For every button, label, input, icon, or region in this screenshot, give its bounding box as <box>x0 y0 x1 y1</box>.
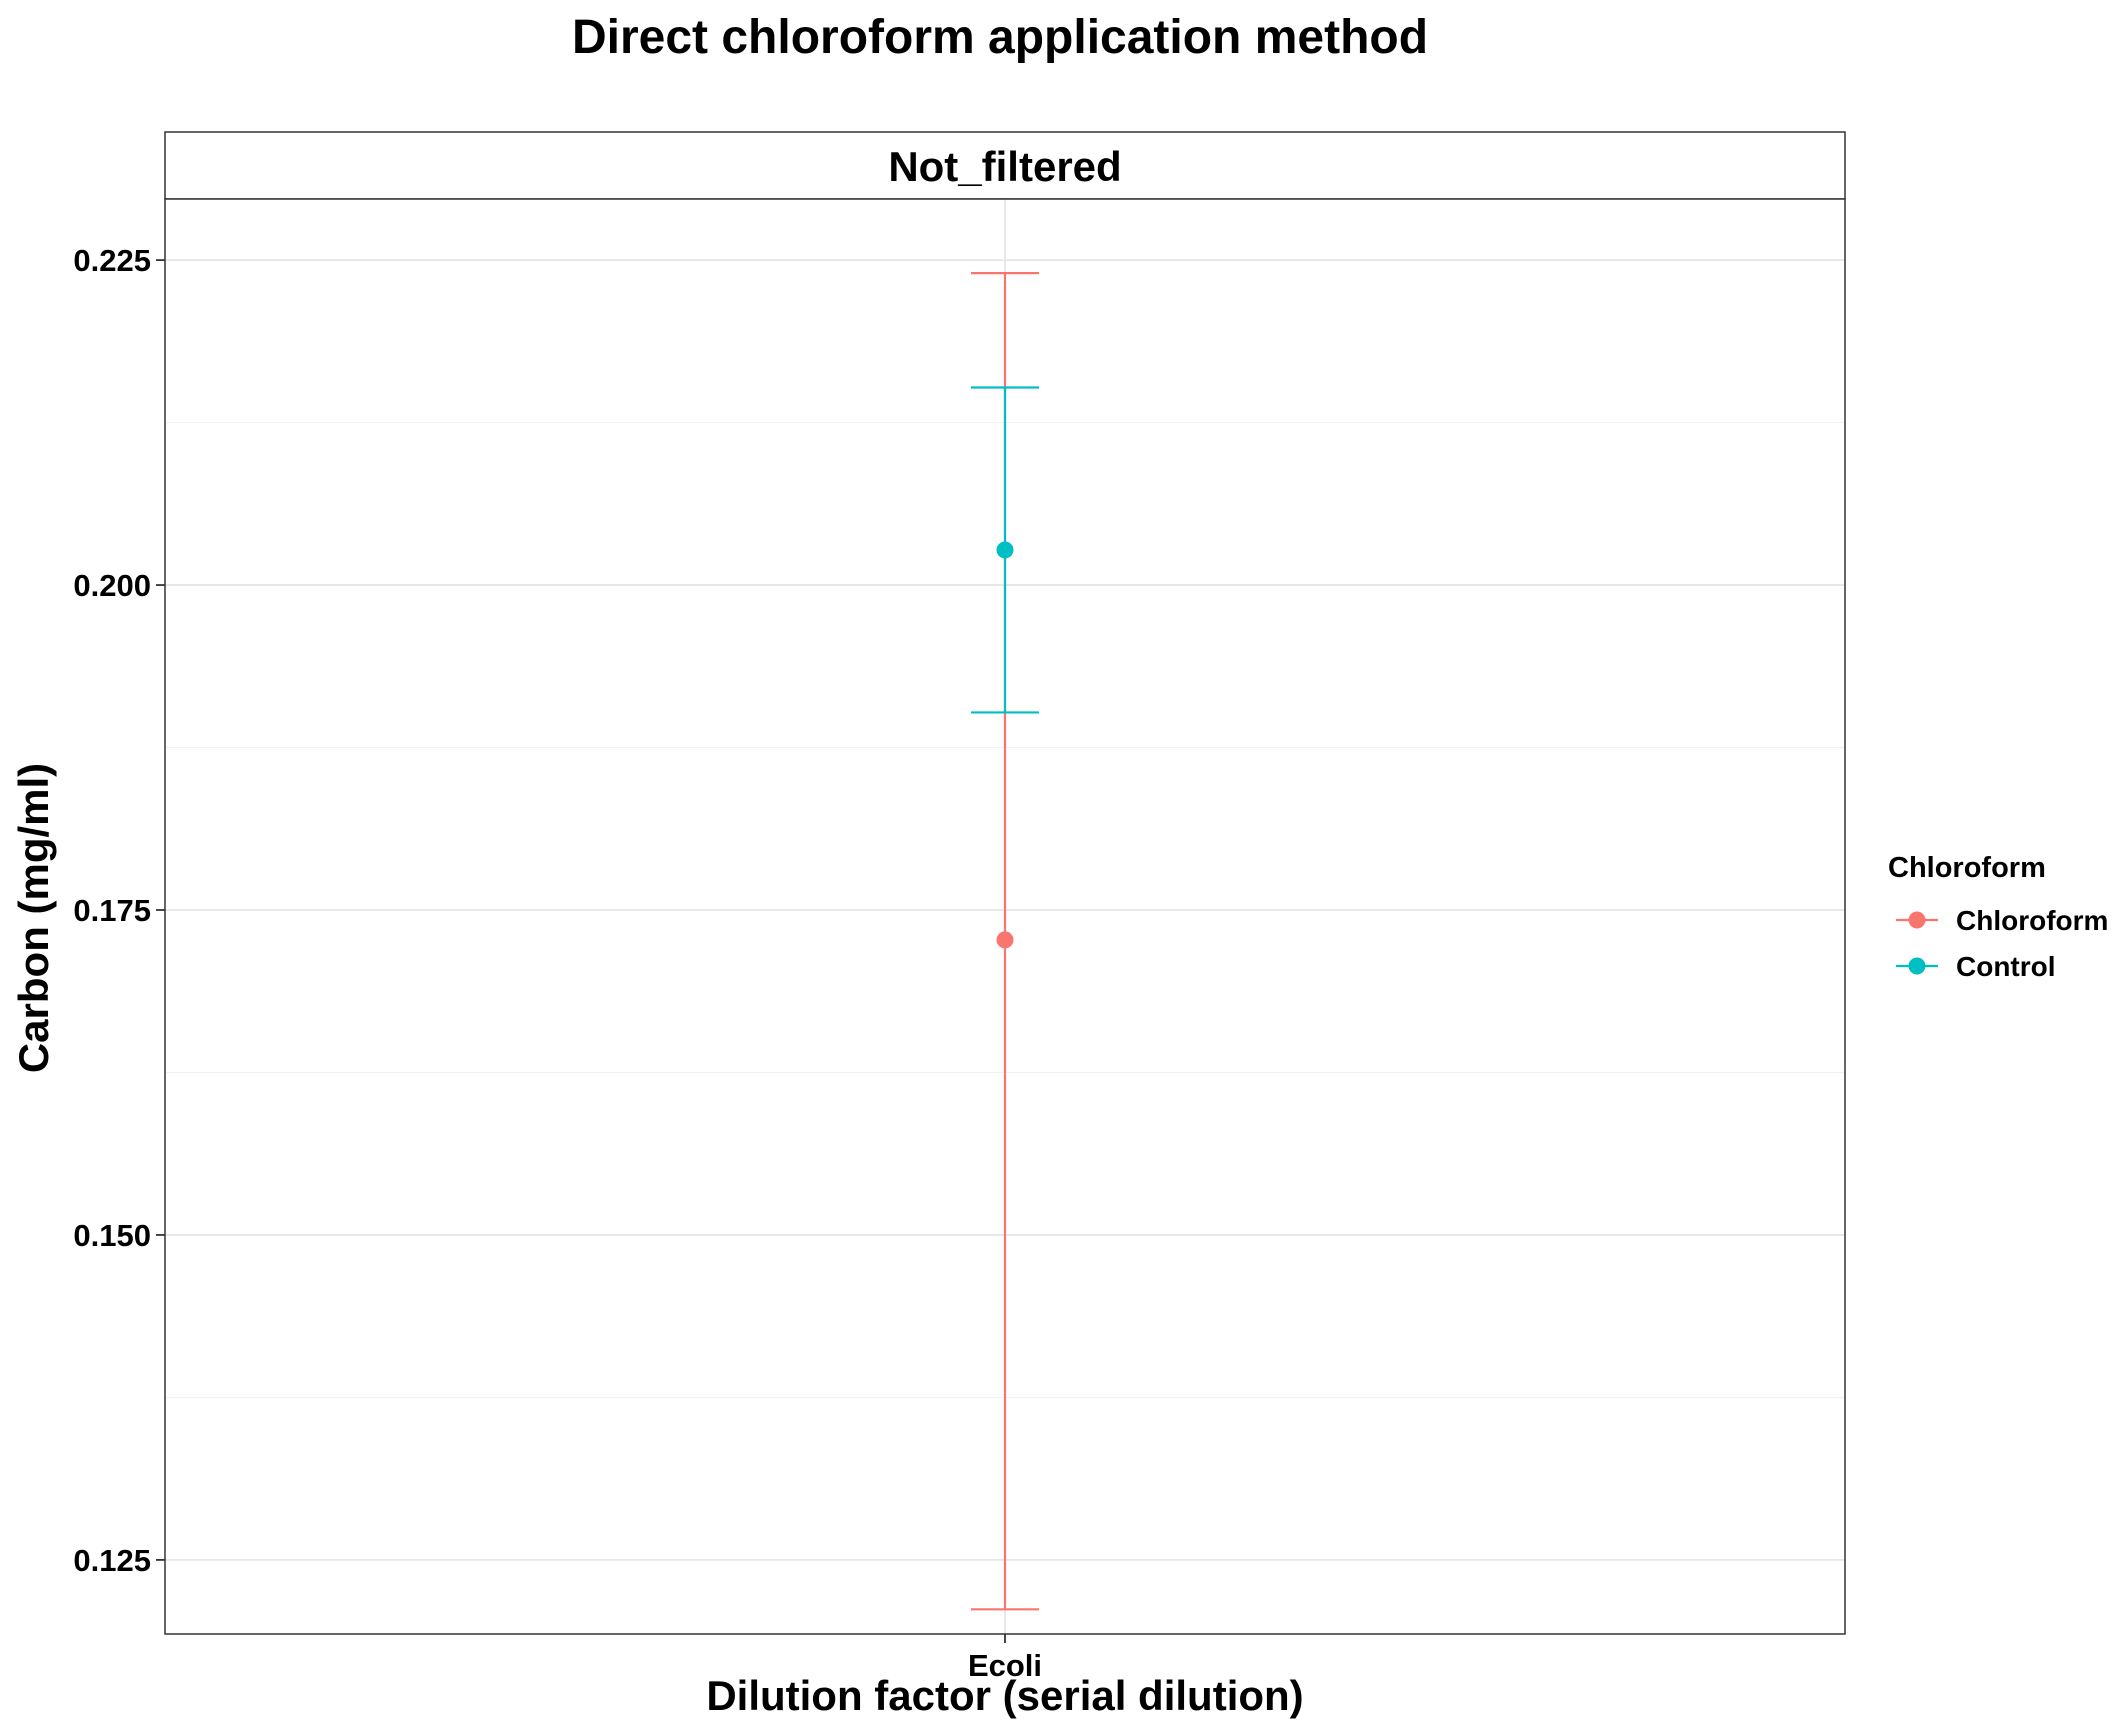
legend-label: Chloroform <box>1956 905 2108 936</box>
legend-label: Control <box>1956 951 2056 982</box>
x-tick-label: Ecoli <box>968 1648 1042 1683</box>
data-point <box>996 931 1014 949</box>
x-axis: Ecoli <box>968 1634 1042 1683</box>
y-tick-label: 0.200 <box>73 568 151 603</box>
facet-label: Not_filtered <box>888 143 1121 190</box>
facet-strip <box>164 131 1846 200</box>
data-series <box>971 271 1039 1611</box>
legend-key-point <box>1908 911 1926 929</box>
legend-item: Chloroform <box>1896 905 2108 936</box>
y-tick-label: 0.150 <box>73 1218 151 1253</box>
legend: Chloroform Chloroform Control <box>1888 852 2108 982</box>
y-axis: 0.125 0.150 0.175 0.200 0.225 <box>73 243 165 1578</box>
y-axis-title: Carbon (mg/ml) <box>10 763 57 1073</box>
data-point <box>996 541 1014 559</box>
chart-title: Direct chloroform application method <box>572 11 1428 64</box>
legend-key-point <box>1908 957 1926 975</box>
y-tick-label: 0.225 <box>73 243 151 278</box>
x-axis-title: Dilution factor (serial dilution) <box>706 1672 1303 1719</box>
y-tick-label: 0.175 <box>73 893 151 928</box>
legend-title: Chloroform <box>1888 852 2046 884</box>
y-tick-label: 0.125 <box>73 1543 151 1578</box>
legend-item: Control <box>1896 951 2056 982</box>
